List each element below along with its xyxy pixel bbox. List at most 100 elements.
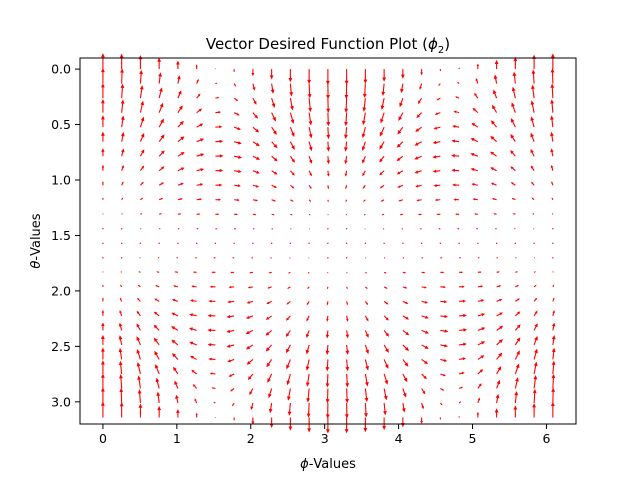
vector-arrow	[364, 286, 368, 290]
vector-arrow	[552, 242, 554, 245]
vector-arrow	[307, 271, 310, 274]
vector-arrow	[270, 242, 273, 245]
vector-arrow	[490, 120, 498, 128]
vector-arrow	[459, 328, 468, 332]
vector-arrow	[432, 140, 441, 145]
vector-arrow	[458, 415, 460, 418]
vector-arrow	[511, 86, 516, 99]
vector-arrow	[496, 325, 504, 331]
vector-arrow	[215, 96, 220, 99]
vector-arrow	[402, 373, 408, 383]
vector-arrow	[326, 315, 329, 322]
vector-arrow	[249, 388, 254, 396]
vector-arrow	[159, 213, 162, 215]
vector-arrow	[380, 199, 385, 202]
vector-arrow	[552, 271, 554, 273]
x-tick-label: 3	[321, 431, 329, 446]
vector-arrow	[249, 271, 253, 274]
vector-arrow	[308, 141, 313, 152]
vector-arrow	[120, 99, 125, 113]
vector-arrow	[228, 373, 235, 377]
vector-arrow	[251, 417, 255, 425]
vector-arrow	[265, 315, 272, 320]
vector-arrow	[416, 199, 422, 202]
vector-arrow	[533, 361, 538, 375]
vector-arrow	[515, 298, 520, 302]
vector-arrow	[285, 315, 291, 321]
vector-arrow	[364, 301, 369, 306]
vector-arrow	[252, 199, 258, 202]
vector-arrow	[455, 96, 460, 99]
vector-arrow	[421, 373, 427, 380]
vector-arrow	[271, 228, 274, 230]
y-tick-label: 2.5	[51, 339, 71, 354]
vector-arrow	[289, 257, 291, 259]
vector-arrow	[195, 64, 198, 70]
x-tick-label: 6	[542, 431, 550, 446]
vector-arrow	[477, 285, 484, 288]
vector-arrow	[247, 286, 254, 289]
vector-arrow	[137, 284, 141, 288]
vector-arrow	[434, 112, 441, 115]
vector-arrow	[195, 412, 198, 418]
vector-arrow	[215, 111, 222, 114]
vector-arrow	[346, 301, 349, 306]
vector-arrow	[251, 257, 253, 259]
vector-arrow	[401, 228, 403, 230]
vector-arrow	[305, 373, 310, 387]
vector-arrow	[440, 257, 443, 259]
vector-arrow	[458, 401, 462, 404]
vector-arrow	[120, 242, 123, 245]
vector-arrow	[121, 213, 123, 215]
vector-arrow	[364, 330, 369, 338]
vector-arrow	[325, 388, 330, 404]
vector-arrow	[287, 388, 291, 401]
vector-arrow	[121, 181, 124, 186]
vector-arrow	[490, 135, 497, 143]
vector-arrow	[252, 112, 258, 119]
vector-arrow	[158, 72, 162, 84]
vector-arrow	[233, 242, 235, 245]
vector-arrow	[383, 359, 389, 369]
vector-arrow	[533, 242, 535, 245]
vector-arrow	[207, 314, 216, 318]
vector-arrow	[121, 164, 124, 171]
vector-arrow	[363, 213, 366, 216]
vector-arrow	[194, 398, 198, 404]
vector-arrow	[119, 387, 124, 404]
vector-arrow	[380, 112, 385, 124]
vector-arrow	[308, 199, 312, 202]
vector-arrow	[552, 228, 554, 230]
vector-arrow	[421, 388, 426, 395]
vector-arrow	[118, 360, 123, 375]
vector-arrow	[496, 379, 501, 389]
vector-arrow	[250, 402, 254, 410]
vector-arrow	[382, 417, 387, 431]
vector-arrow	[344, 127, 348, 140]
vector-arrow	[305, 344, 310, 355]
vector-arrow	[233, 83, 237, 87]
vector-arrow	[402, 388, 407, 398]
vector-arrow	[477, 271, 482, 273]
vector-arrow	[477, 397, 481, 404]
vector-arrow	[402, 329, 410, 336]
vector-arrow	[491, 104, 498, 113]
vector-arrow	[232, 402, 235, 407]
vector-arrow	[459, 313, 467, 318]
vector-arrow	[432, 169, 441, 173]
vector-arrow	[140, 213, 143, 215]
vector-arrow	[383, 315, 389, 321]
vector-arrow	[308, 170, 312, 177]
vector-arrow	[363, 199, 366, 202]
vector-arrow	[325, 359, 330, 372]
vector-arrow	[440, 388, 445, 391]
vector-arrow	[439, 69, 441, 72]
vector-arrow	[246, 359, 254, 365]
vector-arrow	[344, 112, 348, 127]
vector-arrow	[512, 213, 516, 215]
vector-arrow	[271, 155, 278, 162]
vector-arrow	[419, 83, 423, 90]
vector-arrow	[326, 286, 329, 290]
vector-arrow	[458, 242, 460, 245]
